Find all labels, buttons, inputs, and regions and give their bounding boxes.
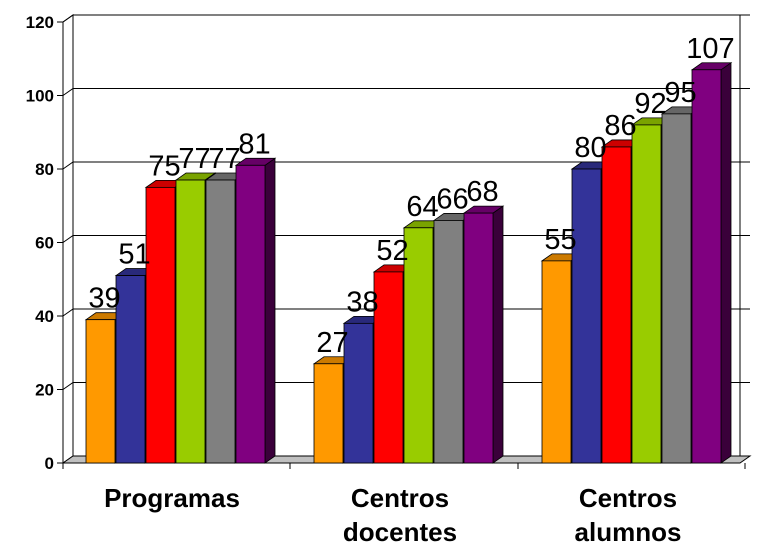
y-tick-label: 0 [45,454,54,473]
data-label: 77 [178,143,210,175]
y-tick-label: 120 [26,13,54,32]
gridline [62,88,750,96]
y-tick-label: 80 [35,160,54,179]
x-category-label: Centros alumnos [575,483,682,545]
data-label: 75 [148,150,180,182]
data-label: 38 [346,286,378,318]
x-category-label: Programas [104,483,240,513]
y-tick-label: 20 [35,381,54,400]
gridline [62,382,750,390]
data-label: 52 [376,235,408,267]
data-label: 86 [604,110,636,142]
y-tick-label: 100 [26,87,54,106]
gridline [62,235,750,243]
data-label: 55 [544,224,576,256]
bar [690,62,733,464]
gridline [62,308,750,317]
data-label: 81 [238,128,270,160]
data-label: 92 [634,88,666,120]
bars [84,62,733,464]
y-tick-label: 40 [35,307,54,326]
gridline [62,14,750,23]
data-label: 39 [88,283,120,315]
gridline [62,161,750,170]
data-label: 80 [574,132,606,164]
data-label: 77 [208,143,240,175]
gridlines [62,14,750,390]
data-label: 27 [316,327,348,359]
data-label: 68 [466,176,498,208]
data-label: 66 [436,183,468,215]
data-label: 107 [686,33,734,65]
y-tick-labels: 0 20 40 60 80 100 120 [26,13,54,473]
data-label: 51 [118,239,150,271]
x-category-label: Centros docentes [343,483,457,545]
bar [462,205,505,464]
data-label: 95 [664,77,696,109]
y-tick-label: 60 [35,234,54,253]
x-category-labels: Programas Centros docentes Centros alumnos [104,483,681,545]
bar [234,157,277,464]
data-label: 64 [406,191,438,223]
